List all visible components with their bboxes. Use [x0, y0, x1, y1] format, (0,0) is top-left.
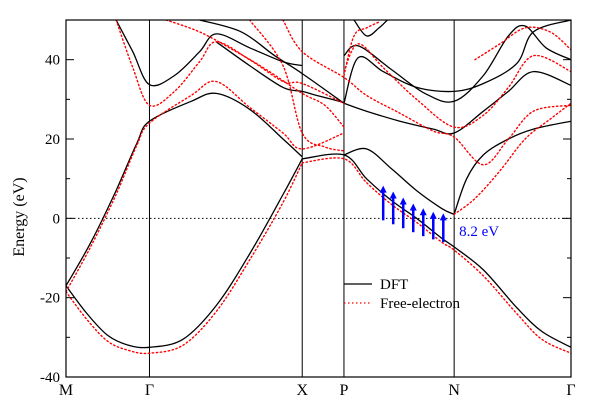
dft-band: [343, 24, 571, 103]
transition-energy-label: 8.2 eV: [459, 224, 499, 240]
dft-band: [115, 20, 303, 87]
transition-arrow-head: [389, 191, 397, 199]
legend-dft-label: DFT: [380, 277, 408, 293]
free-electron-band: [343, 21, 380, 77]
y-tick-label: -40: [40, 370, 60, 386]
free-electron-band: [248, 20, 345, 152]
k-point-label: N: [448, 382, 460, 399]
transition-arrow-head: [429, 211, 437, 219]
legend-free-electron-label: Free-electron: [380, 296, 460, 312]
transition-arrow-head: [399, 197, 407, 205]
dft-band: [215, 41, 345, 104]
free-electron-band: [343, 43, 571, 129]
y-tick-label: 40: [45, 53, 60, 69]
axes-layer: -40 -20 0 20 40 M Γ X P N Γ: [40, 19, 576, 399]
y-tick-label: 0: [53, 211, 61, 227]
legend: DFT Free-electron: [344, 277, 460, 312]
transition-arrow-head: [439, 213, 447, 221]
free-electron-band: [282, 20, 571, 166]
dft-band: [302, 153, 571, 348]
dft-band: [66, 92, 303, 287]
free-electron-band: [301, 157, 571, 354]
free-electron-band: [115, 20, 345, 107]
transition-arrow-head: [419, 208, 427, 216]
free-electron-band: [165, 20, 345, 128]
dft-band: [343, 147, 455, 215]
k-point-label: Γ: [566, 382, 575, 399]
annotation-layer: 8.2 eV: [379, 185, 499, 243]
free-electron-series: [66, 20, 571, 355]
k-point-label: M: [59, 382, 73, 399]
bands-layer: [66, 20, 571, 377]
k-point-label: X: [296, 382, 308, 399]
plot-frame: [65, 19, 572, 378]
k-point-label: Γ: [145, 382, 154, 399]
dft-band: [343, 70, 571, 135]
dft-band: [343, 20, 571, 104]
dft-series: [66, 20, 571, 349]
y-axis-label: Energy (eV): [11, 177, 28, 256]
free-electron-band: [474, 26, 571, 61]
y-tick-label: -20: [40, 291, 60, 307]
transition-arrow-head: [379, 185, 387, 193]
free-electron-band: [453, 102, 571, 216]
dft-band: [453, 120, 571, 215]
y-tick-label: 20: [45, 132, 60, 148]
dft-band: [353, 20, 388, 37]
transition-arrow-head: [409, 203, 417, 211]
k-point-label: P: [340, 382, 349, 399]
free-electron-band: [66, 162, 303, 355]
free-electron-band: [66, 80, 345, 293]
dft-band: [66, 158, 303, 349]
dft-band: [199, 20, 345, 104]
